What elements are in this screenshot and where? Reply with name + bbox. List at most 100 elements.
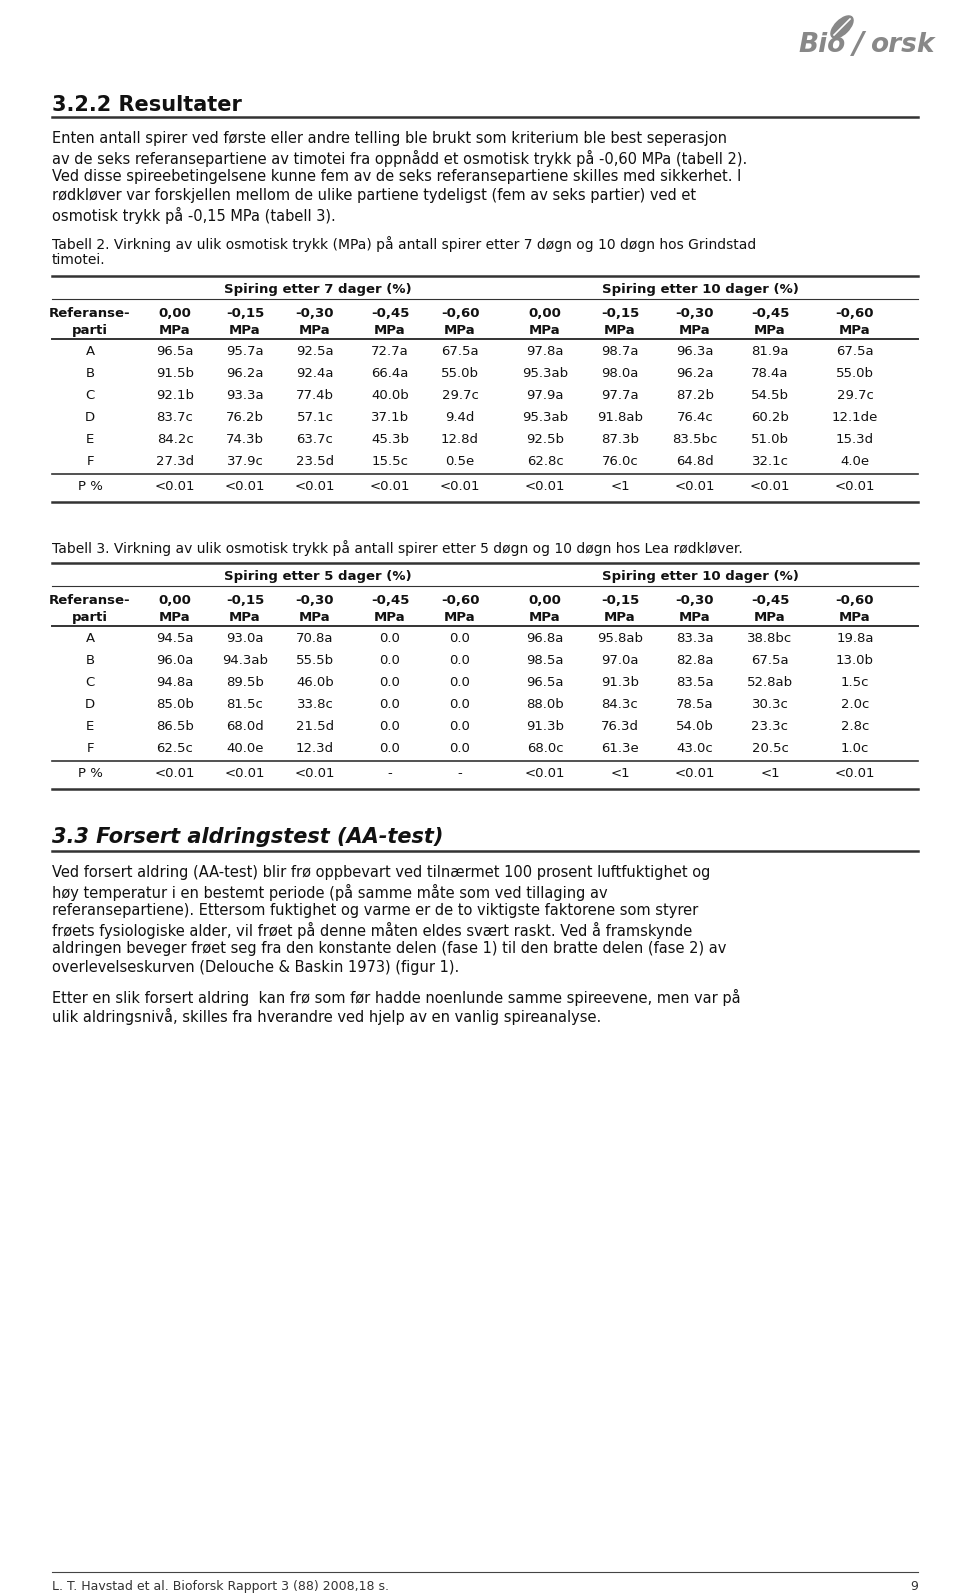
Text: <0.01: <0.01 (835, 480, 876, 493)
Text: 38.8bc: 38.8bc (748, 632, 793, 644)
Text: MPa: MPa (839, 611, 871, 624)
Text: Bio: Bio (799, 32, 846, 57)
Text: -0,15: -0,15 (601, 593, 639, 608)
Text: 0.0: 0.0 (379, 632, 400, 644)
Text: 57.1c: 57.1c (297, 412, 333, 424)
Text: 83.3a: 83.3a (676, 632, 714, 644)
Text: 96.0a: 96.0a (156, 654, 194, 667)
Text: 0,00: 0,00 (529, 593, 562, 608)
Text: C: C (85, 389, 95, 402)
Text: 55.0b: 55.0b (836, 367, 874, 380)
Text: -0,30: -0,30 (296, 593, 334, 608)
Text: <0.01: <0.01 (525, 480, 565, 493)
Text: 81.9a: 81.9a (752, 345, 789, 357)
Text: 68.0d: 68.0d (227, 719, 264, 734)
Text: aldringen beveger frøet seg fra den konstante delen (fase 1) til den bratte dele: aldringen beveger frøet seg fra den kons… (52, 941, 727, 955)
Text: -0,60: -0,60 (441, 306, 479, 321)
Text: parti: parti (72, 611, 108, 624)
Text: rødkløver var forskjellen mellom de ulike partiene tydeligst (fem av seks partie: rødkløver var forskjellen mellom de ulik… (52, 188, 696, 203)
Text: 62.8c: 62.8c (527, 455, 564, 467)
Text: 78.5a: 78.5a (676, 699, 714, 711)
Text: <0.01: <0.01 (675, 767, 715, 780)
Text: 62.5c: 62.5c (156, 742, 193, 754)
Text: 9: 9 (910, 1581, 918, 1593)
Text: 13.0b: 13.0b (836, 654, 874, 667)
Text: Ved forsert aldring (AA-test) blir frø oppbevart ved tilnærmet 100 prosent luftf: Ved forsert aldring (AA-test) blir frø o… (52, 864, 710, 880)
Text: parti: parti (72, 324, 108, 337)
Text: MPa: MPa (300, 324, 331, 337)
Text: 55.5b: 55.5b (296, 654, 334, 667)
Text: -0,30: -0,30 (676, 593, 714, 608)
Text: Referanse-: Referanse- (49, 306, 131, 321)
Text: MPa: MPa (229, 611, 261, 624)
Text: 81.5c: 81.5c (227, 699, 263, 711)
Text: MPa: MPa (604, 611, 636, 624)
Text: 12.3d: 12.3d (296, 742, 334, 754)
Text: 45.3b: 45.3b (371, 432, 409, 447)
Text: 32.1c: 32.1c (752, 455, 788, 467)
Text: 97.7a: 97.7a (601, 389, 638, 402)
Text: <0.01: <0.01 (370, 480, 410, 493)
Text: <1: <1 (611, 767, 630, 780)
Text: 15.5c: 15.5c (372, 455, 409, 467)
Text: A: A (85, 345, 95, 357)
Text: 91.3b: 91.3b (526, 719, 564, 734)
Text: <1: <1 (611, 480, 630, 493)
Text: 82.8a: 82.8a (676, 654, 713, 667)
Text: 21.5d: 21.5d (296, 719, 334, 734)
Text: 67.5a: 67.5a (442, 345, 479, 357)
Text: MPa: MPa (679, 324, 710, 337)
Text: 96.2a: 96.2a (676, 367, 713, 380)
Text: C: C (85, 676, 95, 689)
Text: 52.8ab: 52.8ab (747, 676, 793, 689)
Text: 15.3d: 15.3d (836, 432, 874, 447)
Text: 76.2b: 76.2b (226, 412, 264, 424)
Text: 29.7c: 29.7c (442, 389, 478, 402)
Text: <0.01: <0.01 (675, 480, 715, 493)
Text: <1: <1 (760, 767, 780, 780)
Text: 63.7c: 63.7c (297, 432, 333, 447)
Text: 92.1b: 92.1b (156, 389, 194, 402)
Text: 37.9c: 37.9c (227, 455, 263, 467)
Text: 87.3b: 87.3b (601, 432, 639, 447)
Text: 91.3b: 91.3b (601, 676, 639, 689)
Text: -0,45: -0,45 (751, 593, 789, 608)
Text: 93.0a: 93.0a (227, 632, 264, 644)
Text: 97.8a: 97.8a (526, 345, 564, 357)
Text: 0.5e: 0.5e (445, 455, 474, 467)
Text: 37.1b: 37.1b (371, 412, 409, 424)
Text: 0.0: 0.0 (449, 742, 470, 754)
Text: L. T. Havstad et al. Bioforsk Rapport 3 (88) 2008,18 s.: L. T. Havstad et al. Bioforsk Rapport 3 … (52, 1581, 389, 1593)
Text: 33.8c: 33.8c (297, 699, 333, 711)
Text: Spiring etter 10 dager (%): Spiring etter 10 dager (%) (602, 569, 799, 584)
Text: 64.8d: 64.8d (676, 455, 714, 467)
Text: /: / (852, 30, 864, 59)
Text: <0.01: <0.01 (295, 480, 335, 493)
Text: -0,15: -0,15 (601, 306, 639, 321)
Text: -: - (458, 767, 463, 780)
Text: 95.8ab: 95.8ab (597, 632, 643, 644)
Text: 12.8d: 12.8d (441, 432, 479, 447)
Text: -: - (388, 767, 393, 780)
Text: <0.01: <0.01 (750, 480, 790, 493)
Text: MPa: MPa (374, 324, 406, 337)
Text: B: B (85, 367, 95, 380)
Text: 9.4d: 9.4d (445, 412, 474, 424)
Text: 96.8a: 96.8a (526, 632, 564, 644)
Text: 78.4a: 78.4a (752, 367, 789, 380)
Text: 92.4a: 92.4a (297, 367, 334, 380)
Text: timotei.: timotei. (52, 254, 106, 266)
Text: <0.01: <0.01 (225, 480, 265, 493)
Text: MPa: MPa (300, 611, 331, 624)
Text: 0.0: 0.0 (379, 719, 400, 734)
Text: 70.8a: 70.8a (297, 632, 334, 644)
Text: 74.3b: 74.3b (226, 432, 264, 447)
Text: Tabell 3. Virkning av ulik osmotisk trykk på antall spirer etter 5 døgn og 10 dø: Tabell 3. Virkning av ulik osmotisk tryk… (52, 541, 743, 557)
Text: 0,00: 0,00 (158, 593, 191, 608)
Text: 92.5a: 92.5a (297, 345, 334, 357)
Text: Referanse-: Referanse- (49, 593, 131, 608)
Text: 0.0: 0.0 (379, 676, 400, 689)
Text: 30.3c: 30.3c (752, 699, 788, 711)
Text: 0.0: 0.0 (449, 676, 470, 689)
Text: 0.0: 0.0 (379, 742, 400, 754)
